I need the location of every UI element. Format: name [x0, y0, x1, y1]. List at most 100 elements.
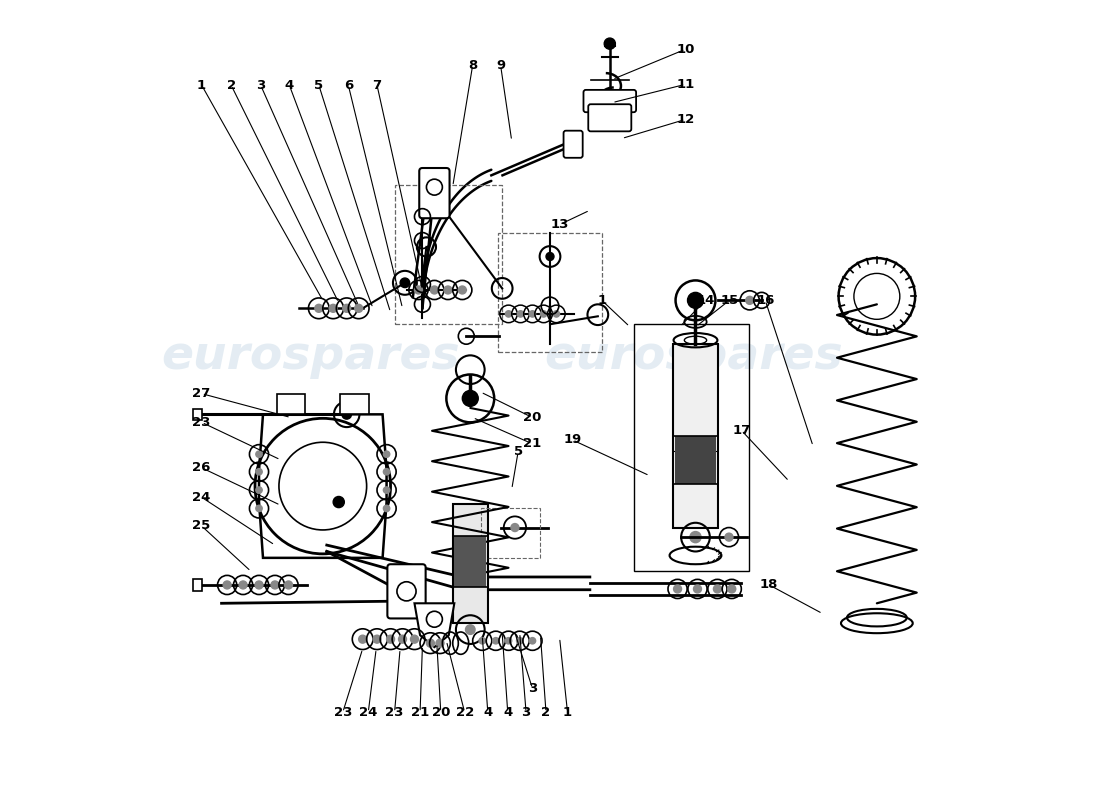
- Bar: [634, 324, 749, 571]
- Text: 20: 20: [524, 411, 541, 424]
- Text: 3: 3: [256, 78, 265, 91]
- Polygon shape: [415, 603, 454, 647]
- Circle shape: [315, 304, 322, 312]
- FancyBboxPatch shape: [563, 130, 583, 158]
- Text: 24: 24: [192, 490, 211, 504]
- Circle shape: [386, 635, 395, 643]
- Circle shape: [333, 497, 344, 508]
- Text: 5: 5: [514, 446, 522, 458]
- FancyBboxPatch shape: [387, 564, 426, 618]
- Circle shape: [693, 585, 702, 593]
- Text: 12: 12: [676, 113, 695, 126]
- Circle shape: [436, 639, 444, 647]
- Text: 2: 2: [227, 78, 235, 91]
- Text: 16: 16: [756, 294, 774, 307]
- Circle shape: [505, 638, 512, 644]
- Bar: [192, 579, 202, 590]
- Text: 20: 20: [431, 706, 450, 719]
- Circle shape: [725, 533, 733, 541]
- Circle shape: [256, 506, 262, 512]
- Text: 4: 4: [285, 78, 294, 91]
- Circle shape: [384, 469, 389, 475]
- Circle shape: [673, 585, 682, 593]
- Bar: [498, 233, 602, 352]
- Circle shape: [256, 469, 262, 475]
- Text: 10: 10: [676, 42, 695, 56]
- Circle shape: [728, 585, 736, 593]
- Bar: [276, 394, 306, 414]
- Circle shape: [714, 585, 722, 593]
- Text: eurospares: eurospares: [162, 334, 460, 378]
- Text: 26: 26: [192, 462, 211, 474]
- Text: 1: 1: [597, 294, 606, 307]
- Circle shape: [398, 635, 407, 643]
- Circle shape: [223, 581, 231, 589]
- Circle shape: [478, 638, 485, 644]
- FancyBboxPatch shape: [583, 90, 636, 112]
- Circle shape: [546, 253, 554, 261]
- Circle shape: [400, 278, 409, 287]
- Circle shape: [465, 625, 475, 634]
- Circle shape: [343, 304, 351, 312]
- Circle shape: [342, 410, 352, 419]
- Circle shape: [354, 304, 363, 312]
- Text: 8: 8: [468, 58, 477, 72]
- Text: eurospares: eurospares: [544, 334, 843, 378]
- Circle shape: [510, 523, 519, 531]
- Circle shape: [517, 310, 524, 317]
- Circle shape: [410, 635, 418, 643]
- Text: 14: 14: [696, 294, 715, 307]
- Text: 4: 4: [483, 706, 493, 719]
- Bar: [674, 436, 716, 484]
- Circle shape: [505, 310, 512, 317]
- Circle shape: [256, 451, 262, 458]
- Circle shape: [540, 310, 547, 317]
- Circle shape: [459, 286, 466, 294]
- Text: 9: 9: [496, 58, 505, 72]
- Bar: [454, 535, 486, 587]
- Text: 4: 4: [503, 706, 513, 719]
- Text: 23: 23: [385, 706, 404, 719]
- Text: 21: 21: [411, 706, 429, 719]
- Circle shape: [427, 639, 434, 647]
- Circle shape: [256, 487, 262, 494]
- Text: 6: 6: [343, 78, 353, 91]
- Bar: [192, 409, 202, 420]
- Circle shape: [493, 638, 499, 644]
- Circle shape: [285, 581, 293, 589]
- Bar: [673, 436, 718, 484]
- Text: 18: 18: [760, 578, 779, 591]
- Circle shape: [746, 296, 754, 304]
- Circle shape: [271, 581, 279, 589]
- Text: 3: 3: [521, 706, 530, 719]
- Text: 11: 11: [676, 78, 695, 90]
- Text: 5: 5: [315, 78, 323, 91]
- Circle shape: [255, 581, 263, 589]
- Circle shape: [430, 286, 439, 294]
- Circle shape: [688, 292, 704, 308]
- Circle shape: [604, 38, 615, 50]
- Text: 22: 22: [455, 706, 474, 719]
- Bar: [481, 509, 540, 558]
- Circle shape: [239, 581, 248, 589]
- Circle shape: [444, 286, 452, 294]
- Bar: [673, 344, 718, 527]
- FancyBboxPatch shape: [419, 168, 450, 218]
- Text: 23: 23: [192, 416, 211, 429]
- Bar: [395, 185, 503, 324]
- Text: 19: 19: [563, 434, 582, 446]
- Circle shape: [384, 451, 389, 458]
- Circle shape: [384, 487, 389, 494]
- Circle shape: [529, 310, 536, 317]
- Circle shape: [359, 635, 366, 643]
- Circle shape: [384, 506, 389, 512]
- Circle shape: [329, 304, 337, 312]
- Circle shape: [373, 635, 381, 643]
- Text: 2: 2: [541, 706, 551, 719]
- Text: 25: 25: [192, 519, 211, 533]
- Text: 15: 15: [720, 294, 738, 307]
- Text: 1: 1: [197, 78, 206, 91]
- Text: 17: 17: [733, 424, 750, 437]
- Bar: [340, 394, 368, 414]
- Text: 24: 24: [359, 706, 377, 719]
